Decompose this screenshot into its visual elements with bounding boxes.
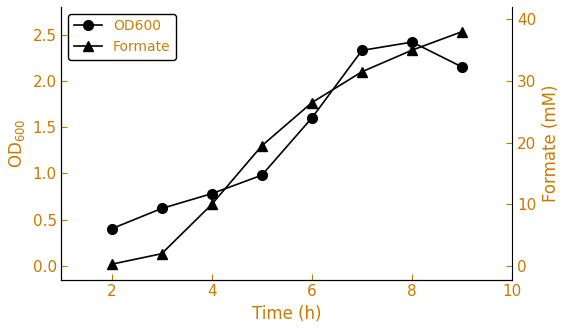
Y-axis label: OD$_{600}$: OD$_{600}$ — [7, 118, 27, 168]
OD600 — [208, 192, 215, 196]
Legend: OD600, Formate: OD600, Formate — [69, 14, 176, 60]
Formate — [358, 70, 365, 74]
OD600 — [158, 207, 165, 211]
Y-axis label: Formate (mM): Formate (mM) — [542, 84, 560, 202]
OD600 — [459, 65, 466, 69]
Formate — [108, 262, 115, 266]
Formate — [409, 48, 416, 52]
X-axis label: Time (h): Time (h) — [252, 305, 321, 323]
Formate — [208, 202, 215, 206]
Formate — [308, 101, 315, 105]
Line: Formate: Formate — [107, 27, 467, 269]
Formate — [459, 30, 466, 34]
Line: OD600: OD600 — [107, 37, 467, 234]
OD600 — [409, 40, 416, 44]
OD600 — [259, 173, 265, 177]
Formate — [158, 252, 165, 256]
OD600 — [308, 116, 315, 120]
Formate — [259, 144, 265, 148]
OD600 — [358, 49, 365, 52]
OD600 — [108, 227, 115, 231]
